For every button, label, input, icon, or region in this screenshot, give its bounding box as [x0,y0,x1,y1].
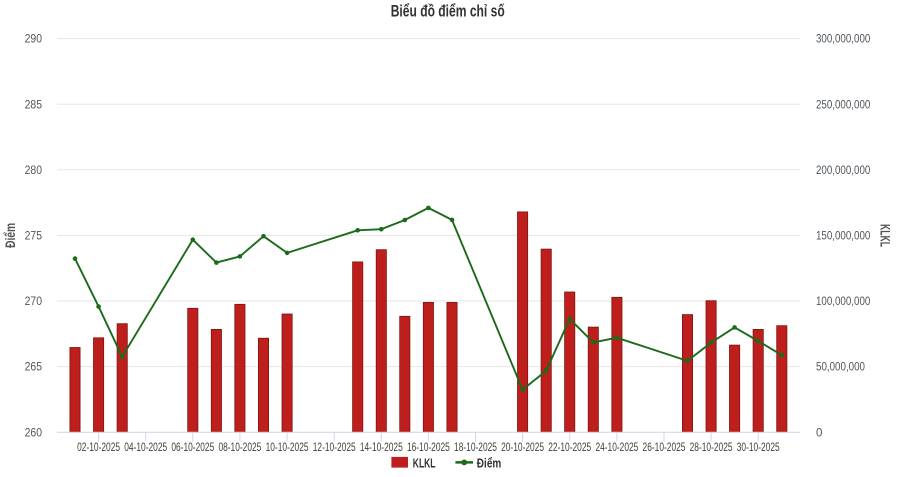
svg-text:Điểm: Điểm [3,223,18,248]
svg-text:Biểu đồ điểm chỉ số: Biểu đồ điểm chỉ số [391,3,505,21]
svg-text:100,000,000: 100,000,000 [816,296,870,308]
svg-text:02-10-2025: 02-10-2025 [77,442,120,454]
svg-text:KLKL: KLKL [413,455,436,470]
svg-text:KLKL: KLKL [877,224,893,247]
svg-text:250,000,000: 250,000,000 [816,99,870,111]
svg-text:200,000,000: 200,000,000 [816,165,870,177]
svg-text:12-10-2025: 12-10-2025 [313,442,356,454]
svg-text:14-10-2025: 14-10-2025 [360,442,403,454]
svg-text:26-10-2025: 26-10-2025 [643,442,686,454]
svg-text:08-10-2025: 08-10-2025 [218,442,261,454]
svg-text:300,000,000: 300,000,000 [816,34,870,46]
svg-text:285: 285 [25,99,42,111]
svg-text:290: 290 [25,34,42,46]
svg-text:30-10-2025: 30-10-2025 [737,442,780,454]
svg-text:Điểm: Điểm [477,455,502,470]
svg-text:22-10-2025: 22-10-2025 [548,442,591,454]
svg-text:50,000,000: 50,000,000 [816,362,865,374]
svg-text:275: 275 [25,231,42,243]
svg-text:0: 0 [816,427,822,439]
svg-text:20-10-2025: 20-10-2025 [501,442,544,454]
svg-text:280: 280 [25,165,42,177]
svg-text:28-10-2025: 28-10-2025 [690,442,733,454]
svg-text:10-10-2025: 10-10-2025 [266,442,309,454]
svg-text:04-10-2025: 04-10-2025 [124,442,167,454]
svg-text:06-10-2025: 06-10-2025 [171,442,214,454]
svg-text:270: 270 [25,296,42,308]
svg-text:24-10-2025: 24-10-2025 [595,442,638,454]
svg-text:260: 260 [25,427,42,439]
svg-text:16-10-2025: 16-10-2025 [407,442,450,454]
svg-text:265: 265 [25,362,42,374]
svg-text:150,000,000: 150,000,000 [816,231,870,243]
svg-text:18-10-2025: 18-10-2025 [454,442,497,454]
